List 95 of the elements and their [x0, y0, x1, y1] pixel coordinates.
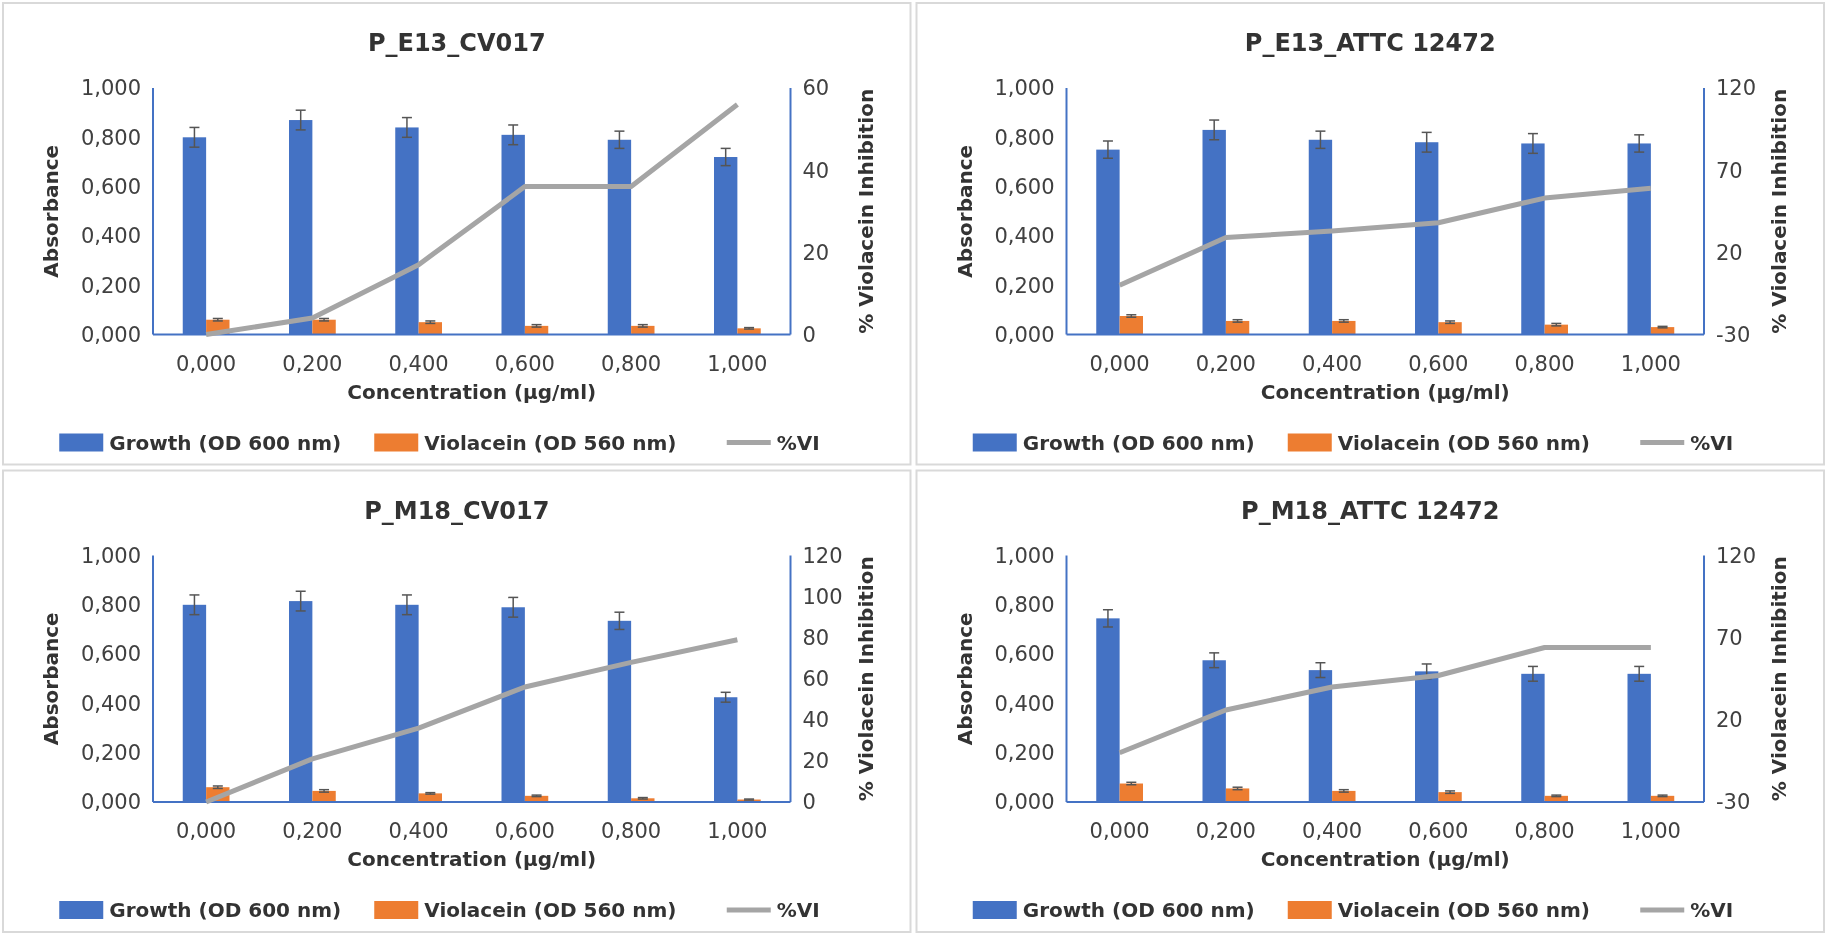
x-tick-label: 0,600 [1408, 351, 1469, 376]
x-tick-label: 0,400 [1302, 351, 1363, 376]
y-tick-label: 1,000 [994, 543, 1055, 568]
y-tick-label: 1,000 [80, 543, 141, 568]
x-tick-label: 0,400 [1302, 819, 1363, 843]
x-axis-title: Concentration (µg/ml) [1260, 379, 1510, 404]
x-tick-label: 0,000 [176, 819, 237, 843]
x-tick-label: 0,000 [1089, 819, 1150, 843]
x-tick-label: 1,000 [707, 819, 768, 843]
legend-label: Violacein (OD 560 nm) [1337, 430, 1590, 455]
y2-tick-label: -30 [1716, 790, 1751, 815]
y2-tick-label: 60 [802, 667, 830, 692]
y2-tick-label: 0 [802, 790, 816, 815]
y-tick-label: 0,800 [994, 593, 1055, 618]
y-axis-title: Absorbance [39, 144, 63, 278]
legend-label: %VI [776, 898, 820, 922]
y2-tick-label: 100 [802, 584, 843, 609]
x-tick-label: 0,800 [1514, 819, 1575, 843]
y-tick-label: 0,800 [80, 125, 141, 150]
chart-title: P_M18_ATTC 12472 [1241, 496, 1500, 525]
legend-label: Growth (OD 600 nm) [109, 430, 342, 455]
x-tick-label: 0,600 [1408, 819, 1469, 843]
x-tick-label: 0,800 [601, 819, 662, 843]
x-axis-title: Concentration (µg/ml) [347, 379, 597, 404]
y2-tick-label: 20 [1716, 240, 1743, 265]
x-tick-label: 1,000 [1620, 819, 1681, 843]
x-tick-label: 0,800 [1514, 351, 1575, 376]
legend-label: Growth (OD 600 nm) [1022, 898, 1255, 922]
legend-label: Violacein (OD 560 nm) [424, 898, 677, 922]
y2-tick-label: 20 [802, 240, 830, 265]
y-tick-label: 0,000 [994, 322, 1055, 347]
chart-title: P_E13_ATTC 12472 [1244, 29, 1496, 57]
y2-axis-title: % Violacein Inhibition [853, 88, 878, 334]
y2-tick-label: 70 [1716, 158, 1743, 183]
y2-tick-label: 120 [1716, 76, 1757, 101]
y-axis-title: Absorbance [952, 144, 977, 278]
y-tick-label: 0,600 [80, 174, 141, 199]
x-tick-label: 0,200 [1195, 351, 1256, 376]
y2-tick-label: 20 [802, 749, 830, 774]
legend-label: Growth (OD 600 nm) [109, 898, 342, 922]
x-tick-label: 0,000 [1089, 351, 1150, 376]
y-axis-title: Absorbance [39, 612, 63, 746]
x-axis-title: Concentration (µg/ml) [347, 847, 597, 871]
y-tick-label: 0,800 [994, 125, 1055, 150]
y-tick-label: 0,200 [80, 273, 141, 298]
y2-axis-title: % Violacein Inhibition [1767, 88, 1791, 334]
y2-tick-label: -30 [1716, 322, 1751, 347]
y2-tick-label: 70 [1716, 626, 1743, 651]
y-tick-label: 0,200 [80, 741, 141, 766]
y2-axis-title: % Violacein Inhibition [853, 556, 878, 802]
x-tick-label: 0,400 [388, 819, 449, 843]
x-tick-label: 0,200 [282, 351, 343, 376]
y2-axis-title: % Violacein Inhibition [1767, 556, 1791, 802]
y2-tick-label: 120 [1716, 543, 1757, 568]
y2-tick-label: 120 [802, 543, 843, 568]
y-tick-label: 0,600 [994, 642, 1055, 667]
y2-tick-label: 60 [802, 76, 830, 101]
y-tick-label: 0,600 [80, 642, 141, 667]
y-tick-label: 1,000 [994, 76, 1055, 101]
y-tick-label: 0,200 [994, 273, 1055, 298]
x-tick-label: 0,600 [494, 351, 555, 376]
legend-label: %VI [1690, 430, 1734, 455]
chart-title: P_M18_CV017 [364, 496, 550, 525]
y-axis-title: Absorbance [952, 612, 977, 746]
x-tick-label: 0,800 [601, 351, 662, 376]
x-tick-label: 0,200 [1195, 819, 1256, 843]
y-tick-label: 0,400 [80, 691, 141, 716]
x-tick-label: 0,400 [388, 351, 449, 376]
x-tick-label: 1,000 [1620, 351, 1681, 376]
y-tick-label: 0,400 [80, 224, 141, 249]
legend-label: %VI [1690, 898, 1734, 922]
x-tick-label: 1,000 [707, 351, 768, 376]
y2-tick-label: 20 [1716, 708, 1743, 733]
y-tick-label: 0,000 [80, 322, 141, 347]
y-tick-label: 0,000 [80, 790, 141, 815]
x-tick-label: 0,000 [176, 351, 237, 376]
legend-label: Violacein (OD 560 nm) [1337, 898, 1590, 922]
y-tick-label: 0,400 [994, 691, 1055, 716]
y-tick-label: 0,400 [994, 224, 1055, 249]
chart-title: P_E13_CV017 [367, 29, 546, 57]
y-tick-label: 0,600 [994, 174, 1055, 199]
y2-tick-label: 0 [802, 322, 816, 347]
y-tick-label: 0,200 [994, 741, 1055, 766]
y2-tick-label: 80 [802, 626, 830, 651]
x-tick-label: 0,200 [282, 819, 343, 843]
y-tick-label: 0,800 [80, 593, 141, 618]
y2-tick-label: 40 [802, 708, 830, 733]
x-tick-label: 0,600 [494, 819, 555, 843]
x-axis-title: Concentration (µg/ml) [1260, 847, 1510, 871]
y-tick-label: 0,000 [994, 790, 1055, 815]
y2-tick-label: 40 [802, 158, 830, 183]
legend-label: Growth (OD 600 nm) [1022, 430, 1255, 455]
y-tick-label: 1,000 [80, 76, 141, 101]
legend-label: Violacein (OD 560 nm) [424, 430, 677, 455]
legend-label: %VI [776, 430, 820, 455]
